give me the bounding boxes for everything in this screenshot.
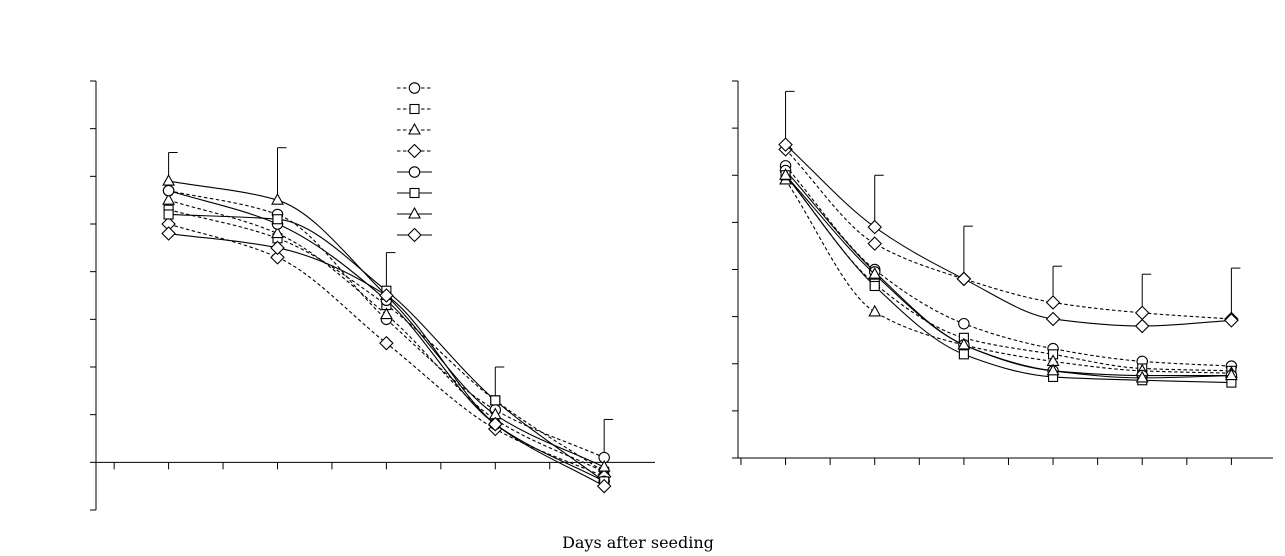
data-point xyxy=(163,209,174,220)
series-line xyxy=(168,199,605,473)
data-point xyxy=(956,271,972,287)
data-point xyxy=(488,416,503,432)
data-point xyxy=(270,240,285,256)
data-point xyxy=(270,250,285,265)
legend-marker xyxy=(407,227,422,243)
panel-b-chart xyxy=(732,80,1273,465)
data-point xyxy=(379,307,393,320)
data-point xyxy=(162,193,176,205)
series xyxy=(778,142,1239,327)
legend-marker xyxy=(408,82,421,94)
legend-entry xyxy=(397,166,432,178)
data-point xyxy=(1135,370,1149,383)
series xyxy=(778,137,1239,334)
series-line xyxy=(785,174,1232,384)
data-point xyxy=(958,349,969,360)
data-point xyxy=(779,168,792,180)
series xyxy=(780,170,1237,376)
data-point xyxy=(379,288,394,303)
legend-marker xyxy=(408,166,421,178)
series xyxy=(779,160,1238,372)
data-point xyxy=(957,337,971,350)
data-point xyxy=(1224,368,1238,381)
series-line xyxy=(785,179,1232,374)
series-line xyxy=(785,174,1232,372)
legend-marker xyxy=(409,103,420,115)
data-point xyxy=(490,395,501,406)
data-point xyxy=(778,137,793,152)
data-point xyxy=(1134,318,1150,334)
legend-marker xyxy=(407,143,422,159)
series-line xyxy=(168,232,605,487)
data-point xyxy=(596,478,612,494)
data-point xyxy=(869,280,880,292)
data-point xyxy=(867,236,883,251)
data-point xyxy=(1045,295,1061,310)
data-point xyxy=(867,219,883,235)
data-point xyxy=(1046,363,1060,376)
data-point xyxy=(868,304,882,317)
data-point xyxy=(958,317,970,330)
series-line xyxy=(785,174,1232,379)
legend-entry xyxy=(397,206,432,219)
shared-x-axis-title: Days after seeding xyxy=(562,533,714,552)
legend-entry xyxy=(397,103,432,115)
data-point xyxy=(162,173,176,186)
series-line xyxy=(785,170,1232,377)
legend-entry xyxy=(397,187,432,199)
panel-a-chart xyxy=(90,80,655,511)
series xyxy=(779,172,1238,378)
data-point xyxy=(868,267,882,279)
series xyxy=(161,226,612,494)
legend xyxy=(397,82,432,243)
series xyxy=(779,168,1238,383)
series-line xyxy=(785,148,1232,320)
series xyxy=(162,193,611,477)
legend-entry xyxy=(397,122,432,135)
data-point xyxy=(1224,313,1239,328)
legend-marker xyxy=(408,206,421,219)
data-point xyxy=(1045,311,1061,327)
data-point xyxy=(162,184,175,197)
legend-marker xyxy=(408,122,421,135)
legend-entry xyxy=(397,143,432,159)
series-line xyxy=(785,144,1232,327)
series xyxy=(162,184,610,464)
legend-entry xyxy=(397,82,432,94)
data-point xyxy=(271,226,284,239)
data-point xyxy=(271,193,284,205)
data-point xyxy=(161,226,176,241)
data-point xyxy=(597,459,611,472)
legend-marker xyxy=(409,187,420,199)
series-line xyxy=(785,165,1232,367)
data-point xyxy=(379,335,394,351)
data-point xyxy=(272,214,283,225)
data-point xyxy=(1134,305,1150,321)
legend-entry xyxy=(397,227,432,243)
series xyxy=(779,164,1238,382)
